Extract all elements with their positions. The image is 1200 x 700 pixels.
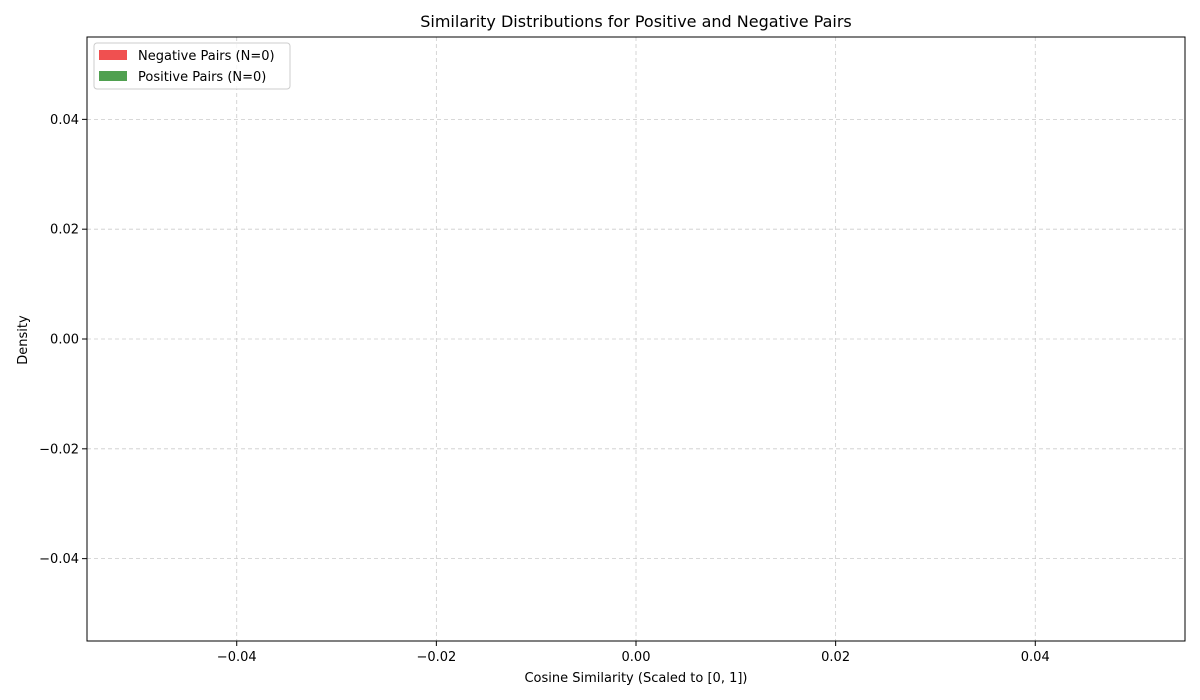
- y-tick-label: −0.04: [39, 552, 79, 567]
- x-tick-label: −0.04: [217, 650, 257, 665]
- x-tick-label: 0.00: [622, 650, 651, 665]
- y-axis-label: Density: [16, 315, 31, 365]
- legend: Negative Pairs (N=0) Positive Pairs (N=0): [93, 42, 291, 90]
- y-tick-label: −0.02: [39, 442, 79, 457]
- chart-title: Similarity Distributions for Positive an…: [420, 12, 852, 31]
- legend-swatch: [99, 50, 127, 60]
- x-tick-label: −0.02: [416, 650, 456, 665]
- x-axis-label: Cosine Similarity (Scaled to [0, 1]): [524, 671, 747, 686]
- y-tick-label: 0.04: [50, 113, 79, 128]
- legend-entry: Positive Pairs (N=0): [138, 70, 266, 85]
- y-axis: −0.04 −0.02 0.00 0.02 0.04: [39, 113, 87, 567]
- x-tick-label: 0.02: [821, 650, 850, 665]
- x-tick-label: 0.04: [1021, 650, 1050, 665]
- legend-swatch: [99, 71, 127, 81]
- x-axis: −0.04 −0.02 0.00 0.02 0.04: [217, 641, 1050, 665]
- grid: [87, 37, 1185, 641]
- legend-entry: Negative Pairs (N=0): [138, 49, 275, 64]
- y-tick-label: 0.02: [50, 223, 79, 238]
- y-tick-label: 0.00: [50, 333, 79, 348]
- legend-box: [93, 42, 291, 90]
